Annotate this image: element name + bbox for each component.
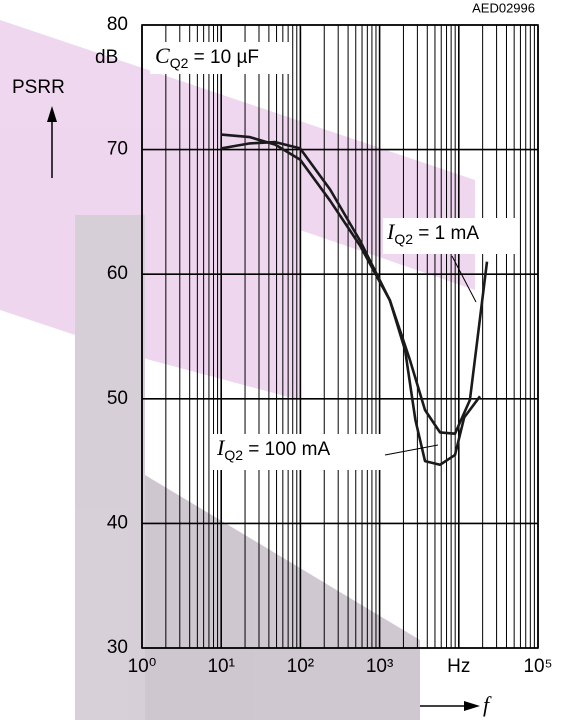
y-tick-label: 70 (107, 139, 128, 160)
x-tick-label: 10² (287, 656, 314, 677)
y-tick-label: 80 (107, 14, 128, 35)
y-label: PSRR (12, 77, 65, 98)
annotation: CQ2 = 10 µF (155, 43, 259, 71)
x-tick-label: Hz (447, 656, 470, 677)
x-tick-label: 10¹ (207, 656, 234, 677)
annotation: IQ2 = 1 mA (386, 219, 479, 247)
leader-line (451, 255, 477, 303)
x-tick-label: 10³ (366, 656, 393, 677)
x-label: f (483, 692, 492, 717)
annotation: IQ2 = 100 mA (216, 435, 330, 463)
code: AED02996 (472, 0, 535, 15)
y-unit: dB (95, 47, 118, 68)
y-tick-label: 50 (107, 388, 128, 409)
y-arrow-head (47, 106, 57, 122)
x-tick-label: 10⁵ (523, 656, 552, 677)
leader-line (384, 444, 439, 456)
x-tick-label: 10⁰ (128, 656, 157, 677)
y-tick-label: 60 (107, 263, 128, 284)
grid (141, 24, 539, 649)
y-tick-label: 40 (107, 512, 128, 533)
x-arrow-head (464, 701, 480, 711)
label-bg (150, 42, 290, 74)
plot-frame (141, 24, 539, 649)
curve (221, 133, 482, 467)
curves (220, 133, 489, 467)
y-tick-label: 30 (107, 637, 128, 658)
label-bg (213, 434, 385, 470)
label-bg (383, 218, 517, 254)
